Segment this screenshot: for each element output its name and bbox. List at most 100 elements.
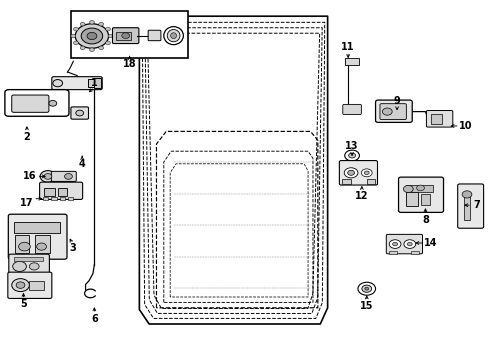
FancyBboxPatch shape — [339, 161, 377, 185]
Bar — [463, 193, 469, 220]
Circle shape — [80, 46, 85, 50]
Circle shape — [75, 24, 108, 48]
Bar — [345, 58, 358, 65]
Bar — [35, 235, 50, 253]
Text: 5: 5 — [20, 299, 27, 309]
Circle shape — [89, 21, 94, 24]
FancyBboxPatch shape — [51, 171, 76, 181]
Circle shape — [108, 34, 113, 38]
Circle shape — [382, 108, 391, 115]
Text: 14: 14 — [423, 238, 436, 248]
Circle shape — [347, 170, 354, 175]
Circle shape — [344, 150, 359, 161]
Circle shape — [364, 287, 368, 290]
Bar — [94, 78, 101, 88]
Bar — [342, 179, 350, 184]
Circle shape — [76, 110, 83, 116]
Text: 12: 12 — [354, 191, 368, 201]
Circle shape — [99, 22, 103, 26]
Text: 1: 1 — [91, 78, 98, 88]
Bar — [51, 197, 57, 200]
Bar — [410, 251, 418, 254]
FancyBboxPatch shape — [426, 111, 452, 127]
Circle shape — [37, 243, 46, 250]
Bar — [14, 257, 43, 261]
Circle shape — [16, 282, 25, 288]
Circle shape — [361, 285, 371, 292]
FancyBboxPatch shape — [71, 107, 88, 119]
Text: 3: 3 — [69, 243, 76, 253]
Bar — [15, 235, 29, 253]
Circle shape — [364, 171, 368, 175]
Circle shape — [403, 240, 415, 248]
Text: 7: 7 — [472, 200, 479, 210]
Ellipse shape — [167, 30, 180, 42]
Circle shape — [344, 168, 357, 178]
FancyBboxPatch shape — [112, 28, 139, 44]
Bar — [29, 281, 44, 290]
Ellipse shape — [170, 33, 176, 39]
FancyBboxPatch shape — [457, 184, 483, 228]
FancyBboxPatch shape — [148, 30, 161, 41]
Text: 15: 15 — [359, 301, 373, 311]
Circle shape — [392, 242, 397, 246]
Circle shape — [361, 169, 371, 177]
Bar — [388, 251, 396, 254]
Text: 18: 18 — [122, 59, 136, 69]
FancyBboxPatch shape — [5, 90, 69, 116]
FancyBboxPatch shape — [386, 234, 422, 254]
Circle shape — [81, 28, 102, 44]
Circle shape — [122, 33, 129, 39]
FancyBboxPatch shape — [342, 104, 361, 114]
Circle shape — [348, 153, 355, 158]
Bar — [71, 11, 188, 58]
FancyBboxPatch shape — [8, 272, 52, 298]
Circle shape — [89, 48, 94, 51]
Text: 4: 4 — [79, 159, 85, 169]
Text: 13: 13 — [345, 141, 358, 151]
Bar — [44, 188, 55, 196]
Bar — [14, 222, 60, 233]
Bar — [116, 32, 131, 40]
Circle shape — [13, 261, 26, 271]
Text: 8: 8 — [421, 215, 428, 225]
Circle shape — [105, 27, 110, 31]
FancyBboxPatch shape — [375, 100, 411, 122]
Circle shape — [12, 279, 29, 292]
Text: 9: 9 — [393, 96, 400, 106]
Bar — [366, 179, 374, 184]
FancyBboxPatch shape — [9, 254, 49, 277]
Circle shape — [388, 240, 400, 248]
Bar — [405, 185, 432, 192]
Circle shape — [64, 174, 72, 179]
FancyBboxPatch shape — [40, 182, 82, 199]
Bar — [68, 197, 73, 200]
Circle shape — [19, 242, 30, 251]
Circle shape — [105, 41, 110, 45]
Circle shape — [403, 185, 412, 193]
Ellipse shape — [163, 27, 183, 45]
Text: 11: 11 — [341, 42, 354, 52]
Circle shape — [44, 174, 52, 179]
Circle shape — [80, 22, 85, 26]
Text: 17: 17 — [20, 198, 34, 208]
Bar — [60, 197, 65, 200]
FancyBboxPatch shape — [12, 95, 49, 112]
Circle shape — [99, 46, 103, 50]
Circle shape — [29, 263, 39, 270]
Bar — [420, 194, 429, 205]
Bar — [88, 79, 98, 87]
FancyBboxPatch shape — [379, 104, 406, 120]
Text: 2: 2 — [23, 132, 30, 142]
FancyBboxPatch shape — [52, 77, 102, 90]
Circle shape — [73, 27, 78, 31]
Circle shape — [87, 32, 97, 40]
Bar — [430, 114, 441, 124]
Bar — [405, 192, 417, 206]
Circle shape — [416, 185, 424, 191]
Circle shape — [40, 171, 56, 182]
Circle shape — [357, 282, 375, 295]
FancyBboxPatch shape — [8, 214, 67, 259]
Text: 16: 16 — [22, 171, 36, 181]
FancyBboxPatch shape — [398, 177, 443, 212]
